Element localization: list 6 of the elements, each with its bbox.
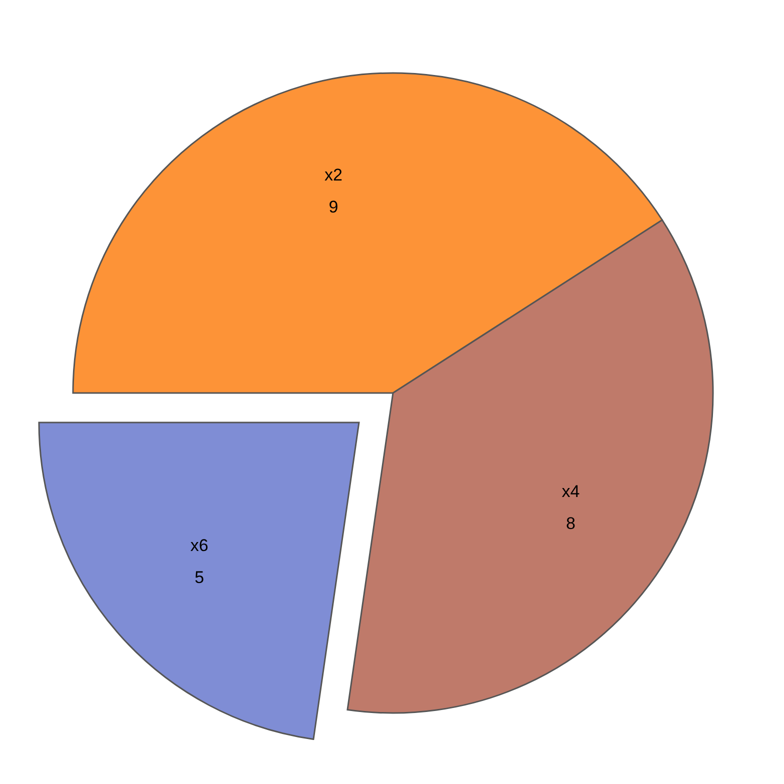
- data-label: 9: [328, 197, 338, 216]
- slice-label: x2: [324, 165, 342, 184]
- slice-label: x4: [562, 482, 580, 502]
- slice-label: x6: [190, 536, 208, 555]
- data-label: 5: [194, 568, 204, 587]
- data-label: 8: [566, 514, 576, 534]
